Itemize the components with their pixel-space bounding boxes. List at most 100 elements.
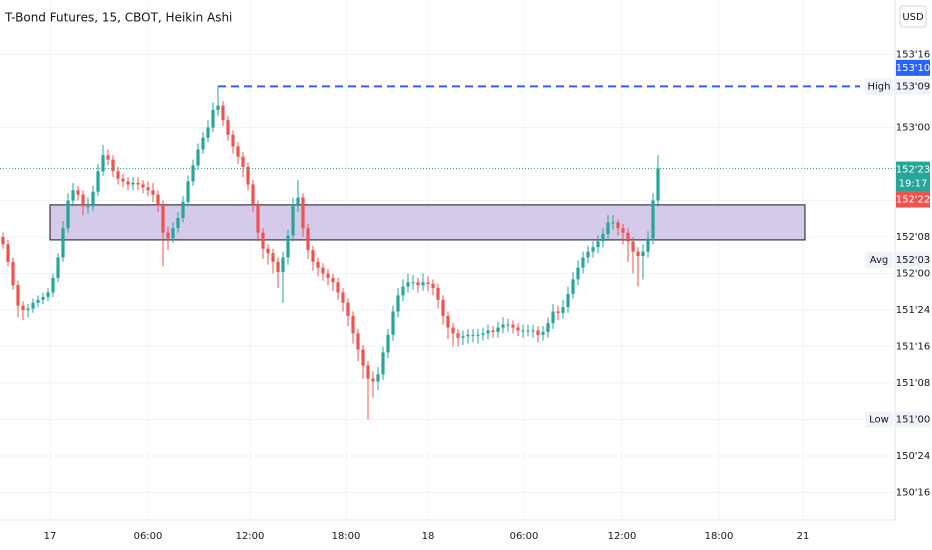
candle-body xyxy=(511,324,515,328)
candle-body xyxy=(1,237,5,245)
candle-body xyxy=(466,334,470,337)
price-tag: 152'22 xyxy=(896,195,931,206)
candle-body xyxy=(36,299,40,303)
candle-body xyxy=(596,241,600,248)
candle-body xyxy=(176,218,180,229)
candle-body xyxy=(296,197,300,205)
candle-body xyxy=(526,330,530,332)
candle-body xyxy=(201,137,205,150)
candle-body xyxy=(521,330,525,332)
candle-body xyxy=(151,190,155,195)
candle-body xyxy=(381,352,385,375)
candle-body xyxy=(401,286,405,296)
price-label-name: Avg xyxy=(870,255,889,266)
candle-body xyxy=(531,330,535,332)
price-tag: 152'23 xyxy=(896,165,931,176)
x-tick-label: 21 xyxy=(797,531,810,542)
candle-body xyxy=(566,293,570,308)
candle-body xyxy=(161,204,165,233)
candle-body xyxy=(351,315,355,334)
candle-body xyxy=(491,330,495,332)
candle-body xyxy=(31,302,35,309)
candle-body xyxy=(496,327,500,332)
candle-body xyxy=(486,330,490,334)
x-tick-label: 18:00 xyxy=(332,531,361,542)
grid xyxy=(0,0,895,520)
candle-body xyxy=(261,232,265,249)
candle-body xyxy=(81,194,85,207)
candle-body xyxy=(66,200,70,229)
currency-button[interactable] xyxy=(899,5,927,28)
y-tick-label: 152'00 xyxy=(896,269,931,280)
candle-body xyxy=(371,378,375,382)
price-label-value: 151'00 xyxy=(896,415,931,426)
candle-body xyxy=(406,282,410,287)
countdown: 19:17 xyxy=(899,179,928,190)
candle-body xyxy=(456,333,460,338)
candle-body xyxy=(446,315,450,328)
price-label-value-box xyxy=(896,411,930,428)
candle-body xyxy=(411,282,415,284)
candle-body xyxy=(251,184,255,205)
candle-body xyxy=(291,204,295,236)
candle-body xyxy=(51,277,55,293)
candle-body xyxy=(586,251,590,258)
chart-title: T-Bond Futures, 15, CBOT, Heikin Ashi xyxy=(4,11,232,25)
price-label-box xyxy=(865,78,893,95)
candle-body xyxy=(561,307,565,313)
candle-body xyxy=(126,181,130,185)
x-tick-label: 17 xyxy=(44,531,57,542)
candle-body xyxy=(426,282,430,284)
candle-body xyxy=(211,109,215,128)
candle-body xyxy=(281,257,285,273)
candle-body xyxy=(301,197,305,229)
candle-body xyxy=(611,222,615,224)
candle-body xyxy=(461,336,465,338)
price-label-value-box xyxy=(896,78,930,95)
candle-body xyxy=(236,146,240,157)
candle-body xyxy=(451,327,455,334)
candle-body xyxy=(571,279,575,294)
candle-body xyxy=(601,234,605,242)
x-tick-label: 18:00 xyxy=(705,531,734,542)
candle-body xyxy=(121,178,125,182)
y-tick-label: 150'16 xyxy=(896,488,931,499)
candle-body xyxy=(21,305,25,311)
candle-body xyxy=(606,222,610,235)
currency-label[interactable]: USD xyxy=(902,12,924,23)
candle-body xyxy=(46,292,50,297)
candle-body xyxy=(131,182,135,185)
candle-body xyxy=(506,324,510,326)
candle-body xyxy=(336,282,340,293)
price-label-box xyxy=(865,411,893,428)
candle-body xyxy=(516,327,520,331)
candle-body xyxy=(636,251,640,256)
candle-body xyxy=(206,127,210,138)
candle-body xyxy=(631,241,635,252)
candle-body xyxy=(171,228,175,239)
axes: 150'16 150'24 151'00 151'08 151'16 151'24 152'… xyxy=(44,49,931,542)
y-tick-label: 151'24 xyxy=(896,305,931,316)
candle-body xyxy=(221,105,225,121)
candle-body xyxy=(576,267,580,280)
candle-body xyxy=(396,295,400,312)
candle-body xyxy=(41,296,45,300)
candle-body xyxy=(321,267,325,274)
candle-body xyxy=(111,159,115,172)
candles xyxy=(1,86,660,420)
candle-body xyxy=(421,282,425,286)
price-tag-box xyxy=(896,191,930,208)
price-label-name: High xyxy=(868,81,891,92)
overlay: High Low Avg xyxy=(0,78,895,428)
x-tick-label: 12:00 xyxy=(608,531,637,542)
candle-body xyxy=(536,330,540,335)
candle-body xyxy=(166,232,170,239)
y-tick-label: 153'16 xyxy=(896,49,931,60)
candle-body xyxy=(56,257,60,278)
candle-body xyxy=(626,232,630,242)
candle-body xyxy=(361,349,365,366)
candle-body xyxy=(391,311,395,335)
y-tick-label: 151'16 xyxy=(896,342,931,353)
